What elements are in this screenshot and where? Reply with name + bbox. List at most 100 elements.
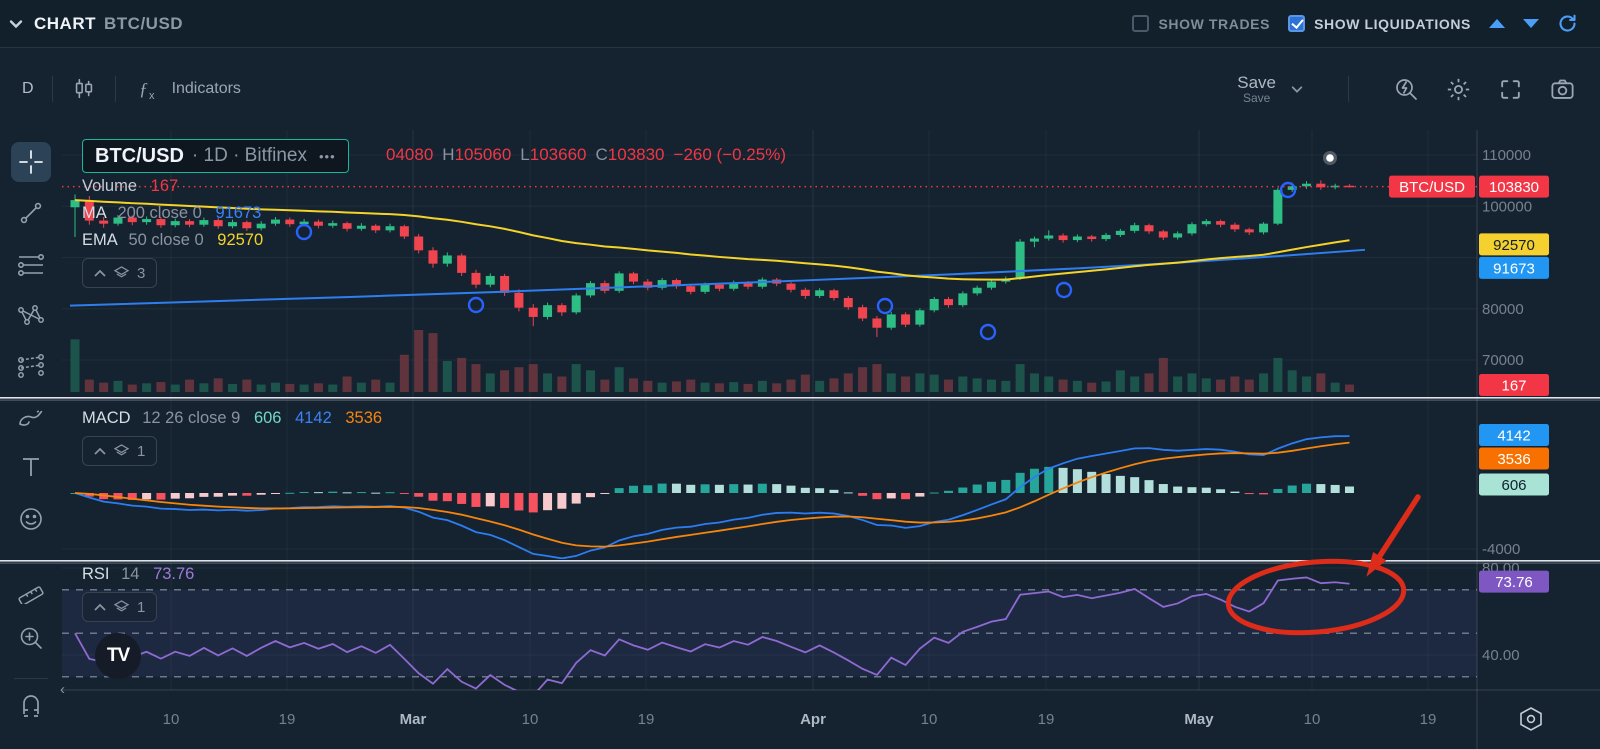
legend-symbol: BTC/USD (95, 144, 184, 167)
layers-icon (114, 444, 129, 456)
close-value: 103830 (607, 145, 665, 164)
macd-label: MACD (82, 409, 131, 427)
trend-line-tool[interactable] (11, 193, 51, 233)
svg-text:10: 10 (522, 711, 539, 728)
sidebar-collapse-arrow[interactable]: ‹ (60, 681, 65, 698)
expand-down-icon[interactable] (1523, 19, 1539, 28)
ohlc-readout: 04080 H105060 L103660 C103830 −260 (−0.25%) (386, 145, 795, 165)
pane-separators[interactable] (0, 397, 1600, 564)
ma-value: 91673 (215, 204, 262, 222)
svg-text:10: 10 (921, 711, 938, 728)
camera-snapshot-icon[interactable] (1549, 76, 1576, 103)
save-label: Save (1237, 72, 1276, 92)
volume-label: Volume (82, 177, 138, 195)
svg-text:19: 19 (1038, 711, 1055, 728)
price-pane-collapse[interactable]: 3 (82, 258, 158, 288)
rsi-pane (62, 576, 1477, 690)
fib-retracement-tool[interactable] (11, 245, 51, 285)
svg-text:ƒ: ƒ (139, 79, 148, 99)
ema-value: 92570 (217, 231, 264, 249)
brush-tool[interactable] (11, 397, 51, 437)
toolbar-divider (1348, 76, 1349, 102)
show-trades-checkbox[interactable] (1132, 15, 1150, 32)
ema-params: 50 close 0 (128, 231, 204, 249)
forecast-tool[interactable] (11, 346, 51, 386)
svg-text:Apr: Apr (800, 711, 826, 728)
fullscreen-icon[interactable] (1498, 77, 1523, 102)
pane-object-count: 3 (137, 264, 146, 282)
indicators-button[interactable]: Indicators (171, 80, 241, 97)
svg-text:4142: 4142 (1497, 428, 1530, 445)
show-liquidations-toggle[interactable]: SHOW LIQUIDATIONS (1288, 15, 1471, 32)
ma-label: MA (82, 204, 106, 222)
svg-text:10: 10 (1304, 711, 1321, 728)
pane-object-count: 1 (137, 598, 146, 616)
toolbar-divider (51, 76, 53, 102)
gridlines (62, 130, 1477, 690)
macd-legend[interactable]: MACD 12 26 close 9 606 4142 3536 (82, 409, 382, 428)
legend-more-button[interactable]: ••• (318, 148, 336, 164)
refresh-icon[interactable] (1557, 13, 1578, 34)
tradingview-logo[interactable]: TV (95, 633, 141, 679)
show-trades-toggle[interactable]: SHOW TRADES (1132, 15, 1270, 32)
crosshair-tool[interactable] (11, 142, 51, 182)
rsi-params: 14 (121, 565, 140, 583)
symbol-legend[interactable]: BTC/USD · 1D · Bitfinex ••• (82, 139, 349, 173)
svg-text:70000: 70000 (1482, 352, 1524, 369)
svg-text:Mar: Mar (400, 711, 427, 728)
text-tool[interactable] (11, 447, 51, 487)
macd-pane-collapse[interactable]: 1 (82, 436, 158, 466)
candlestick-style-icon[interactable] (71, 76, 97, 102)
svg-text:x: x (149, 90, 155, 102)
save-button[interactable]: Save Save (1237, 72, 1304, 105)
svg-text:110000: 110000 (1482, 147, 1531, 164)
quick-search-icon[interactable] (1393, 76, 1419, 102)
legend-detail: · 1D · Bitfinex (191, 145, 307, 166)
svg-text:606: 606 (1501, 477, 1526, 494)
ema-label: EMA (82, 231, 117, 249)
collapse-up-icon[interactable] (1489, 19, 1505, 28)
page-title: CHART (34, 13, 96, 33)
settings-gear-icon[interactable] (1445, 76, 1472, 103)
svg-text:19: 19 (1420, 711, 1437, 728)
svg-text:3536: 3536 (1497, 451, 1530, 468)
interval-button[interactable]: D (22, 80, 34, 97)
ma-params: 200 close 0 (117, 204, 202, 222)
time-axis[interactable]: 10 19 Mar 10 19 Apr 10 19 May 10 19 (163, 711, 1437, 728)
annotation-highlight[interactable] (1225, 494, 1421, 640)
ema-legend[interactable]: EMA 50 close 0 92570 (82, 231, 263, 250)
xabcd-pattern-tool[interactable] (11, 295, 51, 335)
show-liquidations-checkbox[interactable] (1288, 15, 1306, 32)
toolbar-divider (114, 76, 116, 102)
rsi-legend[interactable]: RSI 14 73.76 (82, 565, 194, 584)
open-value: 04080 (386, 145, 434, 164)
macd-lines (74, 435, 1350, 559)
svg-text:91673: 91673 (1493, 260, 1535, 277)
ruler-tool[interactable] (11, 570, 51, 610)
alert-dot-marker (1323, 151, 1337, 165)
show-liquidations-label: SHOW LIQUIDATIONS (1314, 15, 1471, 32)
macd-histogram (70, 466, 1354, 513)
moving-averages (69, 199, 1366, 307)
rsi-pane-collapse[interactable]: 1 (82, 592, 158, 622)
header-symbol: BTC/USD (104, 13, 184, 33)
magnet-tool[interactable] (11, 688, 51, 728)
sidebar-divider (14, 678, 48, 679)
time-axis-settings-icon[interactable] (1520, 707, 1542, 731)
fx-indicators-icon[interactable]: ƒ x (134, 76, 162, 102)
liquidation-markers (295, 181, 1297, 341)
ma-legend[interactable]: MA 200 close 0 91673 (82, 204, 261, 223)
emoji-tool[interactable] (11, 499, 51, 539)
svg-text:73.76: 73.76 (1495, 574, 1533, 591)
volume-value: 167 (150, 177, 179, 195)
pane-object-count: 1 (137, 442, 146, 460)
volume-legend[interactable]: Volume 167 (82, 177, 178, 196)
chevron-down-icon[interactable] (8, 16, 24, 32)
zoom-in-tool[interactable] (11, 618, 51, 658)
svg-text:May: May (1184, 711, 1214, 728)
header-bar: CHART BTC/USD SHOW TRADES SHOW LIQUIDATI… (0, 0, 1600, 48)
save-sub-label: Save (1242, 90, 1271, 105)
save-menu-chevron-icon[interactable] (1290, 82, 1304, 96)
